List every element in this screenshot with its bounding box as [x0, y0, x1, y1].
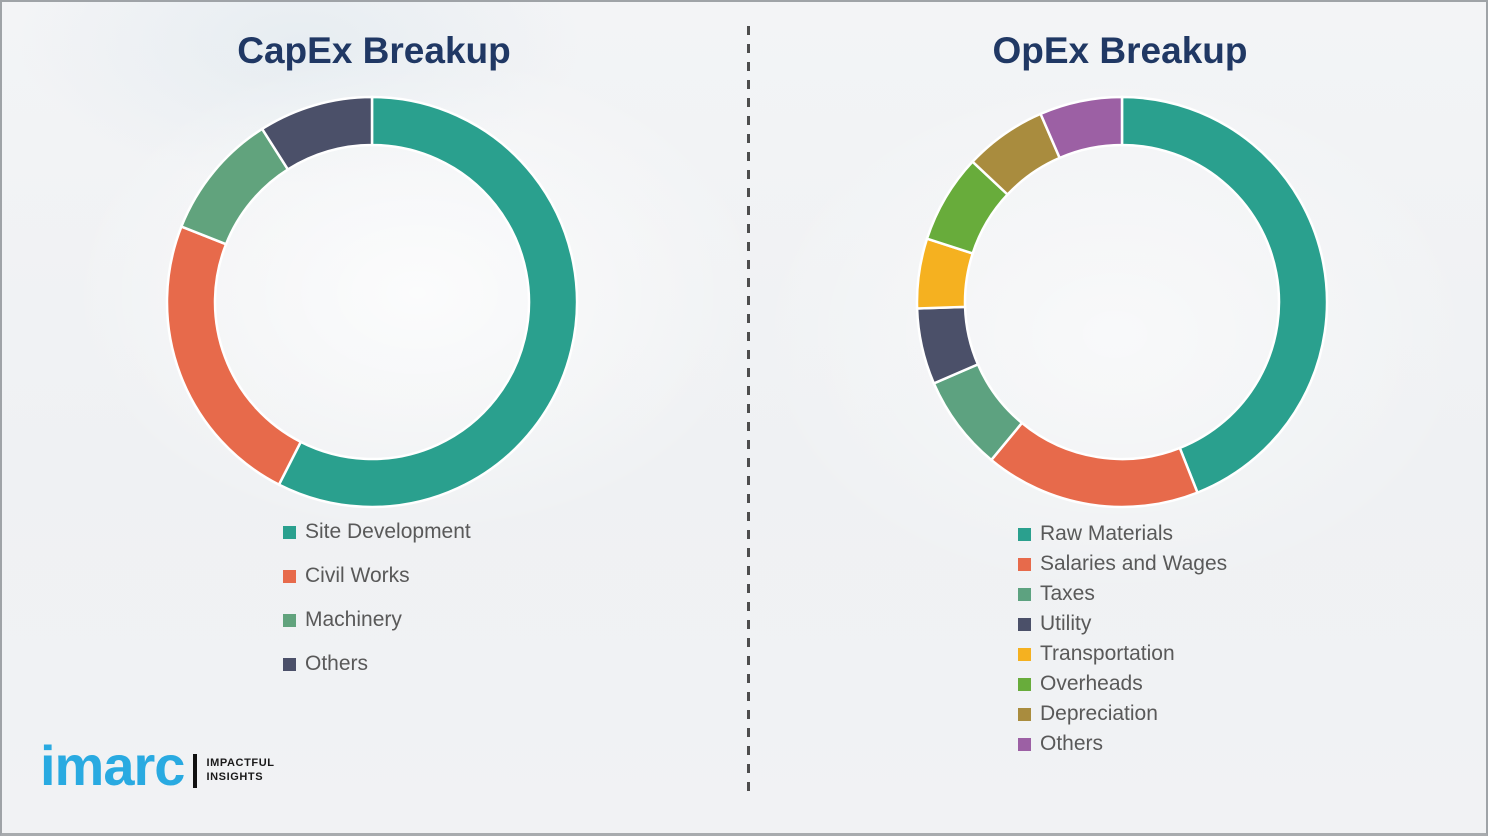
- legend-item: Raw Materials: [1018, 519, 1227, 549]
- legend-label: Utility: [1040, 612, 1092, 635]
- legend-item: Civil Works: [283, 554, 471, 598]
- legend-label: Site Development: [305, 520, 471, 543]
- legend-swatch: [1018, 617, 1031, 631]
- logo-tagline-line2: INSIGHTS: [206, 771, 264, 783]
- donut-segment: [1120, 95, 1329, 495]
- imarc-logo: imarc IMPACTFUL INSIGHTS: [40, 738, 275, 794]
- legend-swatch: [283, 613, 296, 627]
- legend-item: Depreciation: [1018, 699, 1227, 729]
- legend-item: Salaries and Wages: [1018, 549, 1227, 579]
- legend-item: Others: [283, 642, 471, 686]
- capex-chart-title: CapEx Breakup: [237, 30, 511, 71]
- legend-item: Taxes: [1018, 579, 1227, 609]
- legend-swatch: [1018, 527, 1031, 541]
- legend-swatch: [1018, 707, 1031, 721]
- legend-swatch: [283, 569, 296, 583]
- legend-swatch: [1018, 737, 1031, 751]
- capex-donut-chart: [165, 95, 579, 509]
- donut-segment: [989, 421, 1200, 509]
- legend-label: Depreciation: [1040, 702, 1158, 725]
- capex-legend: Site Development Civil Works Machinery Othe…: [283, 510, 471, 686]
- donut-segment: [1038, 95, 1124, 160]
- vertical-dashed-divider: [747, 26, 750, 792]
- donut-segment: [277, 95, 579, 509]
- legend-label: Salaries and Wages: [1040, 552, 1228, 575]
- opex-chart-title: OpEx Breakup: [992, 30, 1248, 71]
- legend-swatch: [1018, 647, 1031, 661]
- legend-item: Utility: [1018, 609, 1227, 639]
- opex-legend: Raw Materials Salaries and Wages Taxes Util…: [1018, 519, 1227, 759]
- legend-label: Taxes: [1040, 582, 1095, 605]
- donut-segment: [260, 95, 374, 172]
- legend-label: Machinery: [305, 608, 402, 631]
- legend-swatch: [1018, 677, 1031, 691]
- opex-donut-chart: [915, 95, 1329, 509]
- imarc-wordmark: imarc: [40, 734, 185, 797]
- legend-label: Civil Works: [305, 564, 410, 587]
- legend-item: Machinery: [283, 598, 471, 642]
- legend-item: Overheads: [1018, 669, 1227, 699]
- logo-tagline: IMPACTFUL INSIGHTS: [206, 757, 274, 785]
- legend-label: Raw Materials: [1040, 522, 1174, 545]
- logo-divider-bar: [193, 754, 198, 788]
- legend-item: Transportation: [1018, 639, 1227, 669]
- legend-label: Others: [1040, 732, 1104, 755]
- legend-label: Overheads: [1040, 672, 1143, 695]
- donut-segment: [165, 224, 303, 487]
- legend-swatch: [283, 657, 296, 671]
- legend-label: Transportation: [1040, 642, 1175, 665]
- legend-item: Others: [1018, 729, 1227, 759]
- legend-swatch: [1018, 587, 1031, 601]
- logo-tagline-line1: IMPACTFUL: [206, 757, 275, 770]
- legend-swatch: [283, 525, 296, 539]
- legend-swatch: [1018, 557, 1031, 571]
- legend-label: Others: [305, 652, 369, 675]
- legend-item: Site Development: [283, 510, 471, 554]
